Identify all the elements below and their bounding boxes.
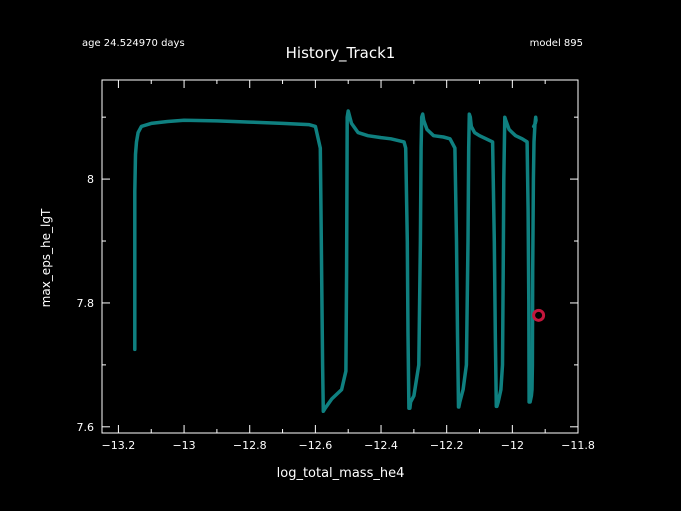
x-tick-label: −12.6 (299, 439, 333, 452)
y-tick-label: 8 (87, 173, 94, 186)
x-tick-label: −13 (172, 439, 195, 452)
series-line (133, 109, 538, 414)
x-tick-label: −13.2 (102, 439, 136, 452)
x-tick-label: −12.4 (364, 439, 398, 452)
x-tick-label: −11.8 (561, 439, 595, 452)
y-tick-label: 7.6 (77, 421, 95, 434)
plot-frame (101, 79, 579, 434)
current-point-marker (532, 308, 546, 322)
x-axis-label: log_total_mass_he4 (276, 466, 405, 481)
chart-title: History_Track1 (285, 44, 396, 62)
x-tick-label: −12.8 (233, 439, 267, 452)
model-label: model 895 (529, 38, 583, 49)
x-tick-label: −12.2 (430, 439, 464, 452)
y-tick-label: 7.8 (77, 297, 95, 310)
age-label: age 24.524970 days (82, 38, 185, 49)
x-tick-label: −12 (501, 439, 524, 452)
